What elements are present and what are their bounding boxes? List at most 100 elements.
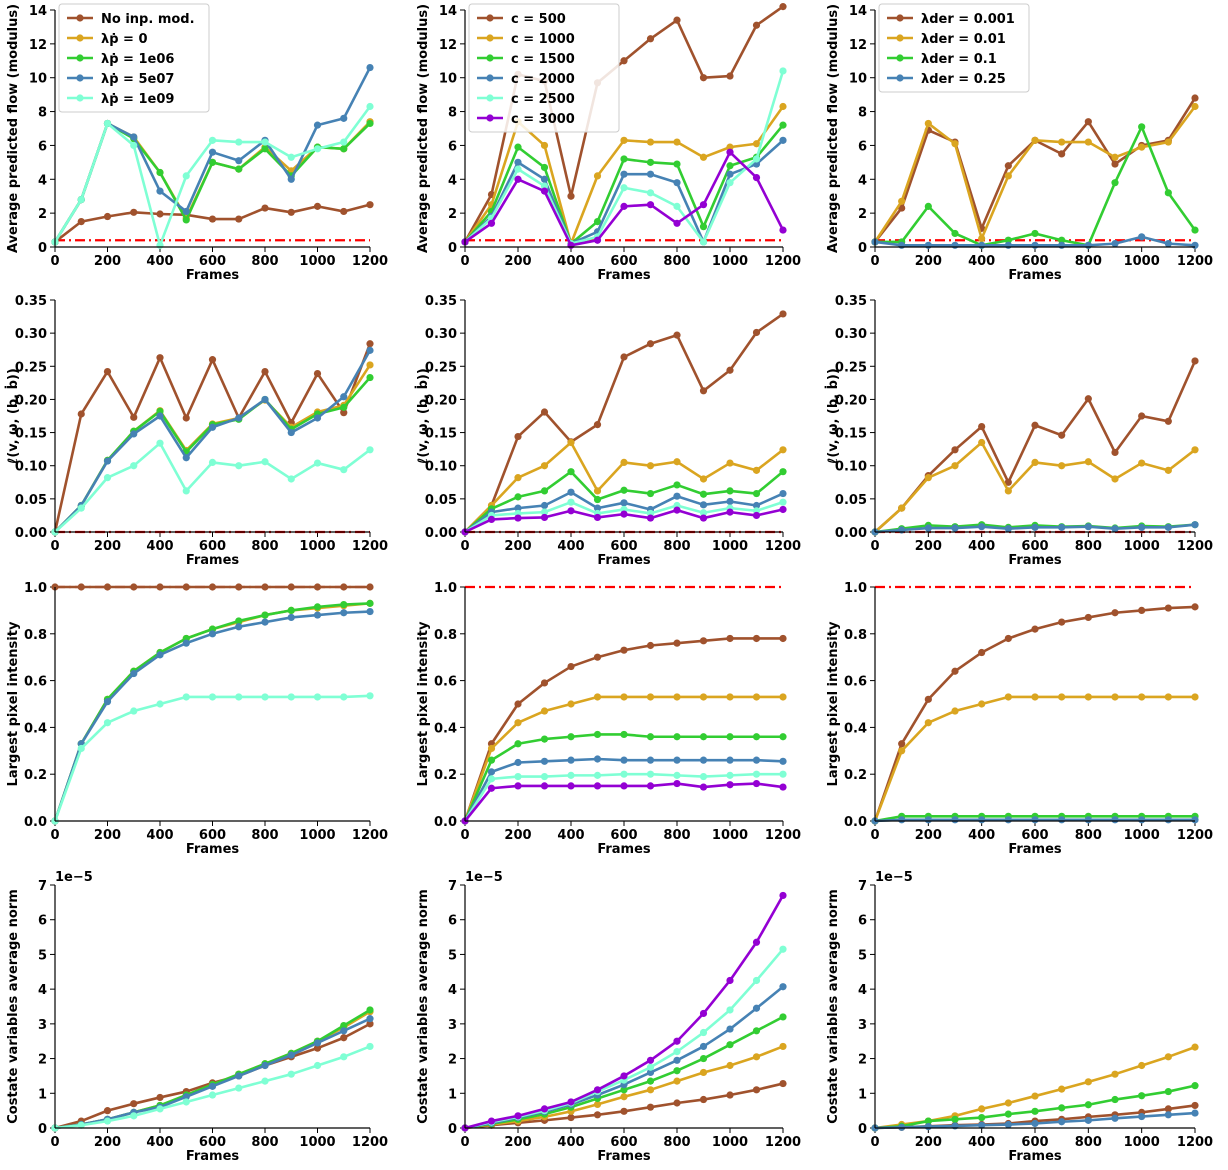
- marker: [130, 413, 138, 421]
- marker: [1084, 816, 1092, 824]
- marker: [77, 744, 85, 753]
- marker: [779, 226, 787, 234]
- marker: [699, 1042, 708, 1051]
- series-line: [54, 364, 372, 533]
- x-tick-label: 1200: [352, 828, 388, 843]
- marker: [340, 609, 348, 617]
- marker: [699, 238, 708, 246]
- marker: [340, 1053, 348, 1061]
- x-tick-label: 600: [199, 1135, 226, 1150]
- y-axis-label: Average predicted flow (modulus): [416, 4, 431, 253]
- marker: [235, 1084, 243, 1092]
- y-tick-label: 5: [448, 948, 457, 963]
- marker: [103, 583, 112, 591]
- x-tick-label: 600: [610, 828, 637, 843]
- panel: 0 200 400 600 800 1000 1200 0 1 2 3 4 5 6 7 Frames Costa…: [6, 870, 388, 1164]
- marker: [898, 197, 906, 205]
- marker: [366, 446, 374, 454]
- marker: [1138, 816, 1146, 824]
- legend-marker: [486, 34, 494, 42]
- marker: [898, 241, 906, 249]
- x-tick-label: 600: [1021, 828, 1048, 843]
- marker: [156, 187, 164, 195]
- marker: [646, 462, 655, 470]
- marker: [540, 487, 549, 495]
- x-tick-label: 200: [94, 828, 121, 843]
- x-tick-label: 200: [94, 539, 121, 554]
- x-tick-label: 1200: [1177, 254, 1213, 269]
- marker: [726, 179, 734, 187]
- y-axis-label: Costate variables average norm: [826, 889, 841, 1124]
- marker: [156, 241, 164, 249]
- marker: [1031, 1107, 1039, 1115]
- panel: 0 200 400 600 800 1000 1200 0 1 2 3 4 5 6 7 Frames Costa…: [416, 870, 801, 1164]
- marker: [593, 782, 602, 790]
- marker: [620, 1107, 628, 1115]
- marker: [646, 1086, 655, 1094]
- y-tick-label: 5: [38, 948, 47, 963]
- y-tick-label: 10: [439, 72, 457, 87]
- legend-marker: [76, 14, 84, 22]
- marker: [620, 353, 628, 361]
- marker: [620, 184, 628, 192]
- x-tick-label: 1000: [299, 254, 335, 269]
- marker: [978, 700, 986, 708]
- marker: [726, 1025, 734, 1033]
- marker: [1031, 136, 1039, 144]
- legend-label: λṗ = 1e09: [101, 92, 174, 107]
- marker: [726, 508, 734, 516]
- marker: [340, 145, 348, 153]
- marker: [340, 1027, 348, 1035]
- marker: [261, 367, 269, 376]
- marker: [182, 1093, 190, 1101]
- marker: [1164, 816, 1172, 824]
- x-axis-label: Frames: [186, 842, 240, 857]
- x-tick-label: 200: [915, 828, 942, 843]
- marker: [103, 367, 112, 376]
- marker: [1058, 523, 1066, 531]
- marker: [978, 234, 986, 243]
- marker: [779, 634, 787, 643]
- marker: [235, 138, 243, 146]
- marker: [156, 210, 164, 218]
- y-tick-label: 0.0: [24, 815, 47, 830]
- x-tick-label: 1000: [299, 828, 335, 843]
- marker: [620, 730, 628, 739]
- marker: [1164, 523, 1172, 531]
- marker: [313, 583, 322, 591]
- x-tick-label: 1200: [1177, 828, 1213, 843]
- marker: [951, 140, 959, 148]
- y-tick-label: 0: [38, 241, 47, 256]
- marker: [673, 160, 681, 168]
- marker: [130, 430, 138, 438]
- marker: [514, 504, 522, 512]
- legend-label: λṗ = 5e07: [101, 72, 174, 87]
- marker: [646, 782, 655, 790]
- marker: [898, 1123, 906, 1131]
- marker: [540, 679, 549, 687]
- marker: [130, 462, 138, 470]
- marker: [1031, 625, 1039, 633]
- marker: [1191, 241, 1199, 249]
- x-axis-label: Frames: [597, 268, 651, 283]
- marker: [620, 499, 628, 507]
- x-tick-label: 400: [146, 254, 173, 269]
- marker: [1111, 448, 1119, 457]
- marker: [620, 1093, 628, 1101]
- marker: [620, 202, 628, 210]
- y-tick-label: 0.20: [425, 393, 457, 408]
- marker: [208, 1091, 217, 1099]
- marker: [779, 67, 787, 75]
- marker: [156, 168, 164, 177]
- marker: [366, 1020, 374, 1028]
- marker: [567, 241, 575, 249]
- marker: [978, 438, 986, 447]
- legend-label: λder = 0.01: [921, 32, 1006, 47]
- marker: [366, 63, 374, 72]
- y-axis-label: ℓ(v, ω, (b, ḃ)): [415, 368, 431, 465]
- marker: [1164, 604, 1172, 612]
- marker: [726, 693, 734, 701]
- marker: [77, 196, 85, 204]
- marker: [540, 141, 549, 150]
